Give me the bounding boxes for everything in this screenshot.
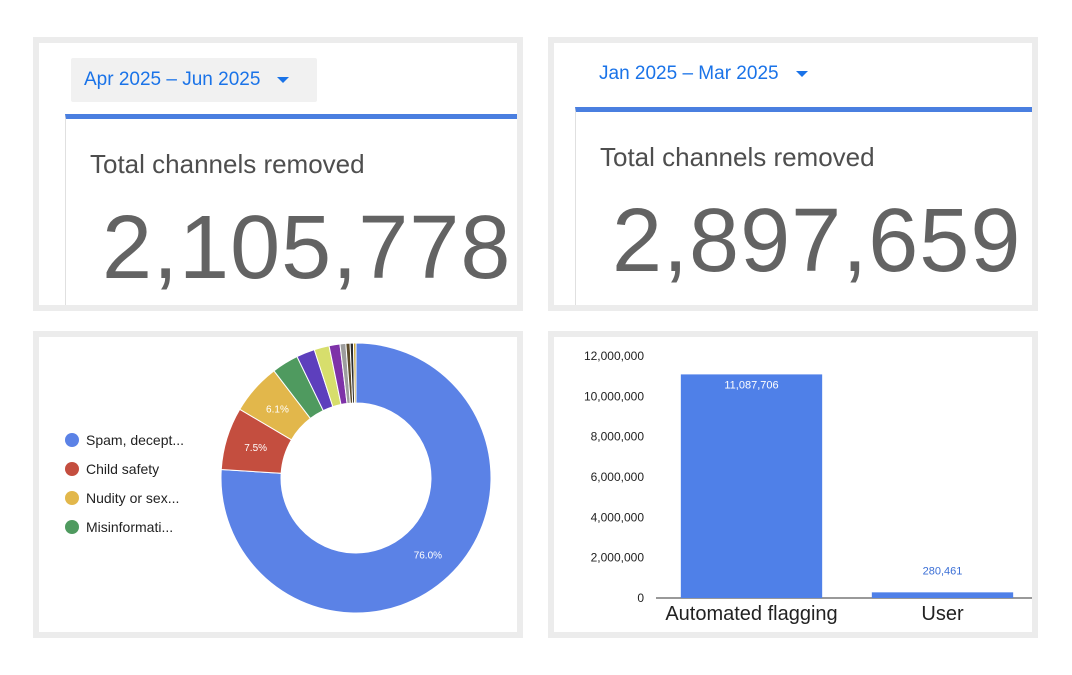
date-range-label: Apr 2025 – Jun 2025: [84, 69, 261, 90]
legend-item[interactable]: Child safety: [65, 454, 184, 483]
removed-channels-panel-q2: Apr 2025 – Jun 2025 Total channels remov…: [33, 37, 523, 311]
y-tick-label: 2,000,000: [591, 551, 645, 565]
removed-channels-panel-q1: Jan 2025 – Mar 2025 Total channels remov…: [548, 37, 1038, 311]
legend-label: Spam, decept...: [86, 431, 185, 448]
chevron-down-icon: [277, 77, 290, 83]
date-range-label: Jan 2025 – Mar 2025: [599, 63, 779, 84]
y-tick-label: 4,000,000: [591, 510, 645, 524]
detection-source-bar-panel: 0 2,000,000 4,000,000 6,000,000 8,000,000 10,…: [548, 331, 1038, 638]
legend-item[interactable]: Nudity or sex...: [65, 483, 184, 512]
y-tick-label: 0: [637, 591, 644, 605]
donut-slice[interactable]: [352, 342, 357, 404]
bar-value-label: 11,087,706: [724, 379, 778, 391]
scorecard-title: Total channels removed: [600, 142, 875, 172]
legend-swatch: [65, 490, 79, 505]
y-tick-label: 10,000,000: [584, 389, 644, 403]
legend-label: Child safety: [86, 460, 160, 477]
removal-reasons-donut-panel: Spam, decept... Child safety Nudity or s…: [33, 331, 523, 638]
slice-label: 6.1%: [266, 404, 289, 415]
bar[interactable]: [680, 374, 823, 598]
legend-swatch: [65, 519, 79, 534]
scorecard-title: Total channels removed: [90, 149, 365, 179]
slice-label: 7.5%: [244, 443, 267, 454]
donut-chart: 76.0% 7.5% 6.1%: [220, 342, 492, 614]
date-range-selector-q1[interactable]: Jan 2025 – Mar 2025: [586, 52, 826, 96]
bar-chart: 0 2,000,000 4,000,000 6,000,000 8,000,000 10,…: [584, 349, 1032, 625]
legend-item[interactable]: Misinformati...: [65, 512, 184, 541]
scorecard-q1: Total channels removed 2,897,659: [575, 107, 1032, 305]
y-tick-label: 6,000,000: [591, 470, 645, 484]
legend-label: Nudity or sex...: [86, 489, 180, 506]
scorecard-value: 2,897,659: [612, 191, 1022, 291]
bar[interactable]: [871, 592, 1014, 598]
donut-legend: Spam, decept... Child safety Nudity or s…: [65, 425, 184, 541]
legend-item[interactable]: Spam, decept...: [65, 425, 184, 454]
y-tick-label: 8,000,000: [591, 430, 645, 444]
slice-label: 76.0%: [414, 551, 442, 562]
scorecard-value: 2,105,778: [102, 198, 512, 298]
chevron-down-icon: [795, 71, 808, 77]
x-tick-label: User: [921, 603, 964, 625]
y-tick-label: 12,000,000: [584, 349, 644, 363]
donut-slice[interactable]: [220, 342, 492, 614]
legend-label: Misinformati...: [86, 518, 174, 535]
legend-swatch: [65, 461, 79, 476]
date-range-selector-q2[interactable]: Apr 2025 – Jun 2025: [71, 58, 317, 102]
bar-value-label: 280,461: [923, 565, 963, 577]
legend-swatch: [65, 432, 79, 447]
scorecard-q2: Total channels removed 2,105,778: [65, 114, 517, 305]
x-tick-label: Automated flagging: [665, 603, 837, 625]
